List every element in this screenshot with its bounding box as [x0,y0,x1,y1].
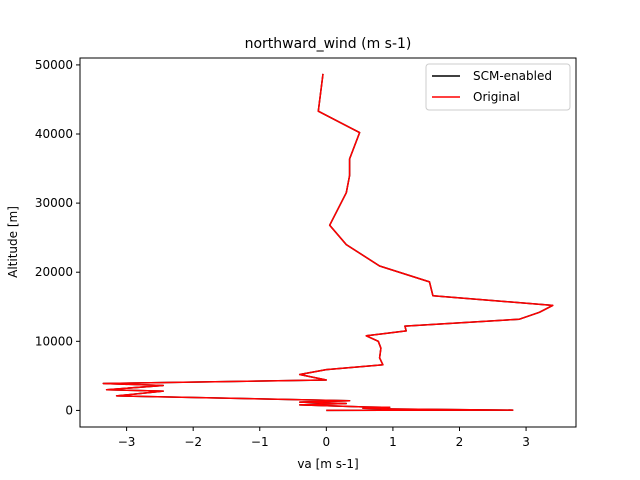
plot-area [102,73,554,412]
legend-label: SCM-enabled [473,69,552,83]
y-tick-label: 10000 [35,334,73,348]
y-tick-label: 40000 [35,127,73,141]
y-tick-label: 20000 [35,265,73,279]
legend-box [425,63,571,111]
x-tick-label: 2 [456,435,464,449]
legend: SCM-enabled Original [425,63,571,111]
x-tick-label: 0 [323,435,331,449]
series-line-1 [102,73,554,412]
x-tick-label: 3 [522,435,530,449]
y-tick-label: 50000 [35,58,73,72]
x-tick-label: −1 [251,435,269,449]
chart-title: northward_wind (m s-1) [245,36,412,52]
x-tick-label: 1 [389,435,397,449]
x-axis: −3 −2 −1 0 1 2 3 [118,427,530,449]
y-tick-label: 0 [65,403,73,417]
x-axis-label: va [m s-1] [297,457,358,471]
axes-frame [79,57,577,428]
legend-label: Original [473,90,520,104]
y-tick-label: 30000 [35,196,73,210]
y-axis-label: Altitude [m] [6,206,20,278]
x-tick-label: −3 [118,435,136,449]
x-tick-label: −2 [184,435,202,449]
y-axis: 0 10000 20000 30000 40000 50000 [35,58,80,417]
